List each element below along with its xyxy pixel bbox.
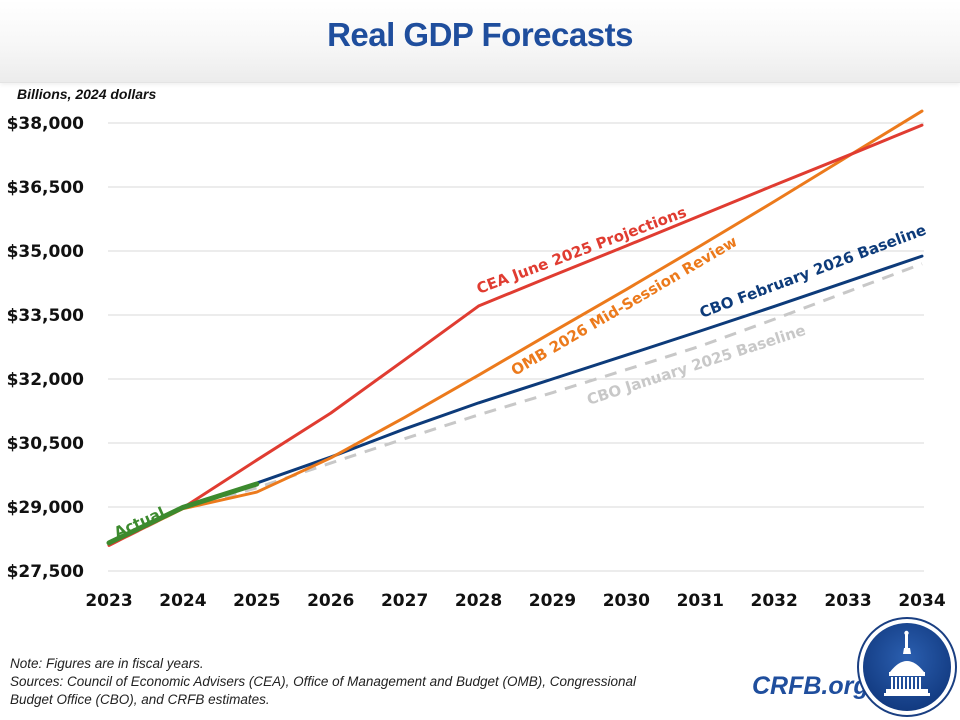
x-tick-label: 2028	[455, 591, 502, 611]
gridlines	[108, 122, 924, 572]
series-label: Actual	[111, 503, 167, 541]
header-band: Real GDP Forecasts	[0, 0, 960, 83]
series-line-cbo-february-2026-baseline	[107, 254, 924, 547]
brand-link[interactable]: CRFB.org	[752, 672, 869, 700]
chart-title: Real GDP Forecasts	[327, 16, 633, 53]
x-tick-label: 2027	[381, 591, 428, 611]
y-tick-label: $27,500	[7, 562, 85, 582]
y-tick-label: $35,000	[7, 242, 85, 262]
x-axis-ticks: 2023 2024 2025 2026 2027 2028 2029 2030 2031 2032…	[85, 591, 945, 611]
x-tick-label: 2029	[529, 591, 576, 611]
x-tick-label: 2032	[751, 591, 798, 611]
sources-text-line1: Sources: Council of Economic Advisers (C…	[10, 674, 637, 689]
y-axis-unit-label: Billions, 2024 dollars	[17, 86, 157, 102]
y-tick-label: $30,500	[7, 434, 85, 454]
x-tick-label: 2034	[898, 591, 945, 611]
y-tick-label: $38,000	[7, 114, 85, 134]
x-tick-label: 2031	[677, 591, 724, 611]
y-tick-label: $29,000	[7, 498, 85, 518]
y-tick-label: $36,500	[7, 178, 85, 198]
y-tick-label: $33,500	[7, 306, 85, 326]
x-tick-label: 2033	[824, 591, 871, 611]
series-label: CBO January 2025 Baseline	[585, 321, 808, 409]
x-tick-label: 2025	[233, 591, 280, 611]
x-tick-label: 2023	[85, 591, 132, 611]
y-tick-label: $32,000	[7, 370, 85, 390]
x-tick-label: 2024	[159, 591, 206, 611]
sources-text-line2: Budget Office (CBO), and CRFB estimates.	[10, 692, 270, 707]
series-line-cea-june-2025-projections	[107, 123, 924, 547]
series-lines	[106, 109, 924, 547]
y-axis-ticks: $27,500 $29,000 $30,500 $32,000 $33,500 $35,0…	[7, 114, 85, 582]
note-text: Note: Figures are in fiscal years.	[10, 656, 204, 671]
capitol-dome-icon	[857, 617, 957, 717]
series-line-cbo-january-2025-baseline	[108, 262, 923, 547]
footer-notes: Note: Figures are in fiscal years. Sourc…	[10, 655, 636, 709]
x-tick-label: 2030	[603, 591, 650, 611]
series-line-omb-2026-mid-session-review	[107, 109, 924, 547]
x-tick-label: 2026	[307, 591, 354, 611]
series-line-actual	[106, 481, 260, 546]
